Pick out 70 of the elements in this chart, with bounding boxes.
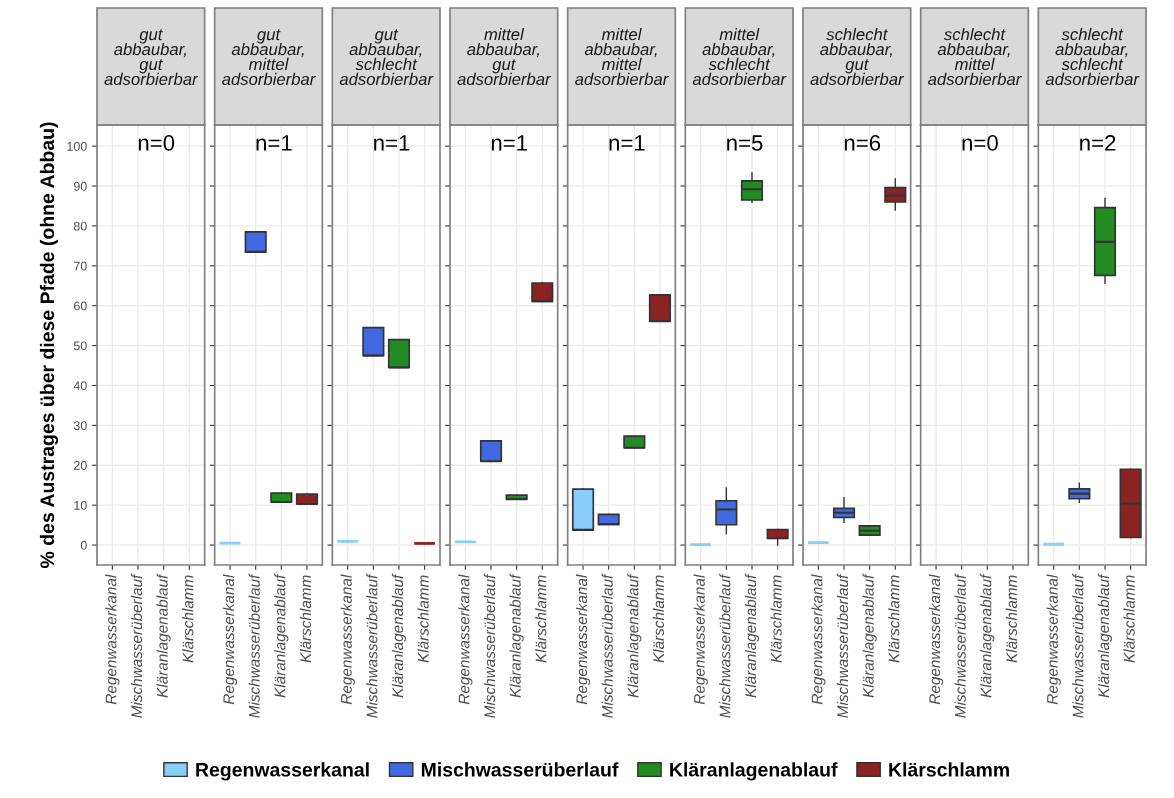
annotation: n=1 xyxy=(374,135,410,151)
x-tick-label: Regenwasserkanal xyxy=(1046,574,1061,705)
x-tick-label: Regenwasserkanal xyxy=(693,574,708,705)
y-tick-label: 10 xyxy=(74,500,87,510)
x-tick-label: Klärschlamm xyxy=(888,575,900,663)
x-tick-label: Kläranlagenablauf xyxy=(156,573,171,698)
x-tick-label: Kläranlagenablauf xyxy=(980,573,995,698)
x-tick-label: Mischwasserüberlauf xyxy=(954,573,966,718)
x-tick-label: Klärschlamm xyxy=(299,575,312,663)
x-tick-label: Regenwasserkanal xyxy=(575,574,591,705)
y-tick-label: 70 xyxy=(74,261,87,271)
x-tick-label: Kläranlagenablauf xyxy=(1097,573,1113,698)
x-tick-label: Mischwasserüberlauf xyxy=(483,573,496,718)
x-tick-label: Mischwasserüberlauf xyxy=(836,573,849,718)
chart-title: gut abbaubar, mittel adsorbierbar xyxy=(222,29,316,86)
chart-title: mittel abbaubar, gut adsorbierbar xyxy=(457,28,552,86)
y-tick-label: 60 xyxy=(74,301,87,311)
y-tick-label: 80 xyxy=(73,221,87,231)
legend-label: Kläranlagenablauf xyxy=(670,762,838,781)
y-tick-label: 50 xyxy=(73,341,87,351)
y-tick-label: 20 xyxy=(74,461,87,470)
y-tick-label: 90 xyxy=(73,181,87,191)
x-tick-label: Klärschlamm xyxy=(417,575,429,663)
chart-title: schlecht abbaubar, gut adsorbierbar xyxy=(810,28,905,86)
chart-title: gut abbaubar, schlecht adsorbierbar xyxy=(339,29,434,86)
x-tick-label: Klärschlamm xyxy=(652,575,665,663)
y-tick-label: 30 xyxy=(73,421,87,431)
y-tick-label: 100 xyxy=(67,141,87,151)
annotation: n=0 xyxy=(138,135,175,151)
annotation: n=0 xyxy=(962,135,998,151)
x-tick-label: Klärschlamm xyxy=(1123,575,1135,663)
chart-title: schlecht abbaubar, mittel adsorbierbar xyxy=(928,28,1022,86)
x-tick-label: Kläranlagenablauf xyxy=(862,573,877,698)
legend-label: Klärschlamm xyxy=(889,762,1009,777)
x-tick-label: Mischwasserüberlauf xyxy=(366,573,378,718)
x-tick-label: Kläranlagenablauf xyxy=(744,573,760,698)
x-tick-label: Klärschlamm xyxy=(182,575,194,663)
x-tick-label: Mischwasserüberlauf xyxy=(248,573,260,718)
chart-title: mittel abbaubar, mittel adsorbierbar xyxy=(575,28,669,86)
annotation: n=2 xyxy=(1080,135,1116,151)
x-tick-label: Regenwasserkanal xyxy=(340,574,355,705)
x-tick-label: Regenwasserkanal xyxy=(222,574,238,705)
y-tick-label: 40 xyxy=(73,381,87,391)
chart-title: mittel abbaubar, schlecht adsorbierbar xyxy=(692,28,787,86)
x-tick-label: Kläranlagenablauf xyxy=(391,573,407,698)
x-tick-label: Mischwasserüberlauf xyxy=(130,573,143,718)
x-tick-label: Kläranlagenablauf xyxy=(509,573,524,698)
chart-title: schlecht abbaubar, schlecht adsorbierbar xyxy=(1045,28,1140,86)
x-tick-label: Regenwasserkanal xyxy=(105,574,120,705)
annotation: n=5 xyxy=(727,135,763,151)
annotation: n=1 xyxy=(609,135,645,151)
annotation: n=1 xyxy=(256,135,292,151)
x-tick-label: Kläranlagenablauf xyxy=(627,573,642,698)
chart-title: gut abbaubar, gut adsorbierbar xyxy=(104,29,199,86)
annotation: n=1 xyxy=(491,135,527,151)
x-tick-label: Mischwasserüberlauf xyxy=(1072,573,1084,718)
x-tick-label: Regenwasserkanal xyxy=(811,574,826,705)
legend-label: Regenwasserkanal xyxy=(196,762,369,781)
y-tick-label: 0 xyxy=(80,540,87,550)
x-tick-label: Klärschlamm xyxy=(535,575,547,663)
x-tick-label: Regenwasserkanal xyxy=(458,574,473,705)
annotation: n=6 xyxy=(844,135,881,151)
x-tick-label: Regenwasserkanal xyxy=(928,574,944,705)
x-tick-label: Klärschlamm xyxy=(1005,575,1018,663)
x-tick-label: Klärschlamm xyxy=(770,575,782,663)
y-axis-title: % des Austrages über diese Pfade (ohne Abbau) xyxy=(39,122,59,568)
x-tick-label: Mischwasserüberlauf xyxy=(601,573,613,718)
x-tick-label: Kläranlagenablauf xyxy=(274,573,289,698)
x-tick-label: Mischwasserüberlauf xyxy=(719,573,731,718)
legend-label: Mischwasserüberlauf xyxy=(421,762,619,777)
